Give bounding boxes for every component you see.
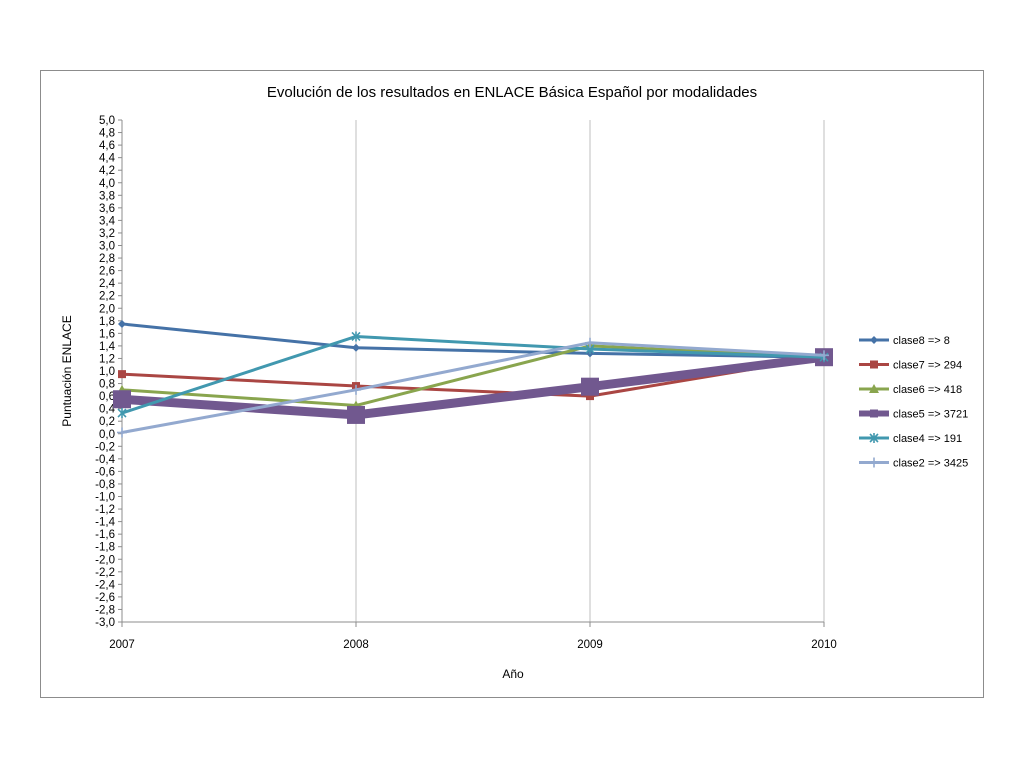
- x-tick-label: 2008: [343, 639, 369, 651]
- y-tick-label: 1,0: [99, 366, 115, 378]
- x-tick-label: 2010: [811, 639, 837, 651]
- x-axis-title: Año: [502, 667, 524, 681]
- y-tick-label: 3,6: [99, 203, 115, 215]
- y-tick-label: 3,0: [99, 241, 115, 253]
- y-tick-label: -1,2: [95, 504, 115, 516]
- legend-label: clase4 => 191: [893, 433, 962, 445]
- y-tick-label: 0,4: [99, 404, 116, 416]
- y-tick-label: -2,6: [95, 592, 115, 604]
- y-tick-label: -2,0: [95, 554, 115, 566]
- legend-item: clase8 => 8: [859, 335, 950, 347]
- y-axis-title: Puntuación ENLACE: [60, 315, 74, 426]
- series-clase4: [117, 331, 829, 419]
- data-point: [113, 390, 131, 409]
- data-point: [581, 377, 599, 396]
- y-tick-label: 0,0: [99, 429, 115, 441]
- legend-item: clase5 => 3721: [859, 409, 968, 421]
- series-line: [120, 322, 826, 359]
- series-line: [120, 334, 826, 415]
- legend-item: clase7 => 294: [859, 360, 962, 372]
- legend: clase8 => 8 clase7 => 294 clase6 => 418 cla…: [859, 335, 968, 470]
- x-tick-label: 2007: [109, 639, 135, 651]
- data-point: [869, 384, 879, 393]
- data-point: [117, 408, 127, 419]
- y-tick-label: 0,8: [99, 379, 115, 391]
- legend-label: clase2 => 3425: [893, 458, 968, 470]
- y-tick-label: -0,4: [95, 454, 115, 466]
- legend-item: clase2 => 3425: [859, 457, 968, 470]
- y-tick-label: -1,8: [95, 542, 115, 554]
- series-line: [120, 355, 826, 398]
- series-clase5: [113, 348, 833, 424]
- y-tick-label: 3,2: [99, 228, 115, 240]
- series-line: [120, 344, 826, 408]
- series-line: [120, 341, 826, 434]
- series-clase2: [117, 337, 829, 438]
- y-tick-label: 4,0: [99, 178, 115, 190]
- legend-label: clase5 => 3721: [893, 409, 968, 421]
- data-point: [585, 337, 595, 348]
- y-tick-label: -2,2: [95, 567, 115, 579]
- y-tick-label: 5,0: [99, 115, 115, 127]
- data-point: [352, 343, 360, 352]
- gridlines: [355, 120, 825, 622]
- y-tick-label: 3,4: [99, 215, 116, 227]
- data-point: [117, 427, 127, 438]
- chart-area: Evolución de los resultados en ENLACE Bá…: [40, 70, 984, 698]
- legend-item: clase6 => 418: [859, 384, 962, 396]
- y-tick-label: 1,8: [99, 316, 115, 328]
- data-point: [869, 457, 879, 468]
- legend-label: clase8 => 8: [893, 335, 950, 347]
- legend-label: clase7 => 294: [893, 360, 962, 372]
- y-tick-label: 4,2: [99, 165, 115, 177]
- y-tick-label: 2,0: [99, 303, 115, 315]
- y-tick-label: 1,4: [99, 341, 116, 353]
- data-point: [118, 319, 126, 328]
- y-tick-label: 2,8: [99, 253, 115, 265]
- data-point: [870, 336, 878, 344]
- chart-title: Evolución de los resultados en ENLACE Bá…: [267, 84, 757, 101]
- y-tick-label: 2,4: [99, 278, 116, 290]
- y-tick-label: -1,6: [95, 529, 115, 541]
- y-tick-label: -2,4: [95, 579, 115, 591]
- y-tick-label: 2,6: [99, 266, 115, 278]
- data-point: [870, 409, 878, 418]
- y-tick-label: 3,8: [99, 190, 115, 202]
- x-tick-label: 2009: [577, 639, 603, 651]
- y-tick-label: 4,6: [99, 140, 115, 152]
- legend-label: clase6 => 418: [893, 384, 962, 396]
- y-tick-label: -0,2: [95, 441, 115, 453]
- data-point: [819, 350, 829, 361]
- y-tick-label: 0,6: [99, 391, 115, 403]
- y-tick-label: 1,6: [99, 328, 115, 340]
- y-tick-label: -2,8: [95, 604, 115, 616]
- y-tick-label: 4,4: [99, 153, 116, 165]
- data-point: [351, 331, 361, 342]
- y-tick-label: -0,6: [95, 466, 115, 478]
- y-tick-label: 0,2: [99, 416, 115, 428]
- data-point: [347, 405, 365, 424]
- y-tick-label: -1,4: [95, 517, 115, 529]
- line-chart: Evolución de los resultados en ENLACE Bá…: [60, 84, 968, 681]
- y-tick-label: 2,2: [99, 291, 115, 303]
- y-tick-label: -0,8: [95, 479, 115, 491]
- data-point: [869, 433, 879, 443]
- axes: 5,04,84,64,44,24,03,83,63,43,23,02,82,62…: [95, 115, 837, 651]
- series-lines: [113, 319, 833, 438]
- data-point: [118, 370, 126, 379]
- legend-item: clase4 => 191: [859, 433, 962, 445]
- data-point: [586, 392, 594, 401]
- y-tick-label: -3,0: [95, 617, 115, 629]
- series-line: [117, 352, 829, 420]
- y-tick-label: 4,8: [99, 128, 115, 140]
- data-point: [870, 360, 878, 369]
- data-point: [351, 384, 361, 395]
- y-tick-label: -1,0: [95, 492, 115, 504]
- y-tick-label: 1,2: [99, 353, 115, 365]
